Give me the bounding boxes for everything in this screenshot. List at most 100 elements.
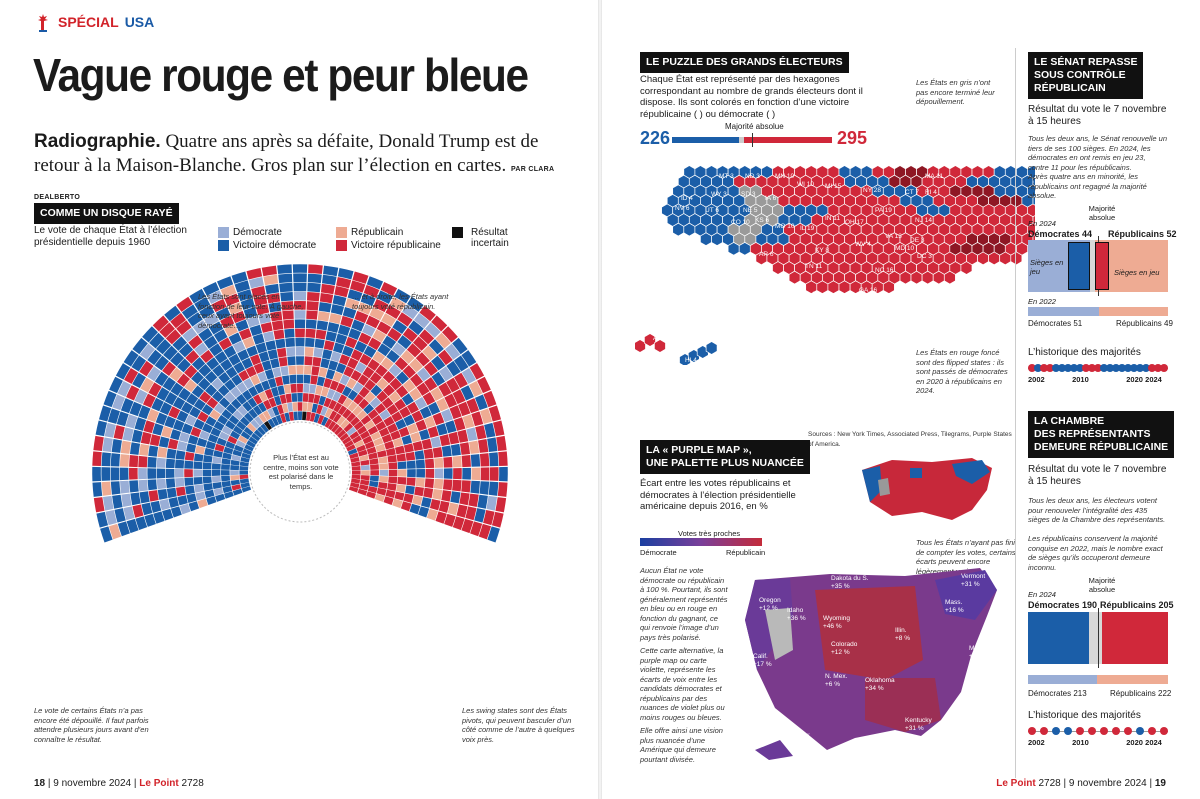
disc-cell [326,388,336,400]
history-dot [1088,727,1096,735]
disc-cell [351,319,365,332]
hex-label: UT 6 [705,207,719,214]
purple-annotation-name: Wyoming [823,615,850,622]
hex-label: KY 8 [815,247,829,254]
disc-cell [415,477,425,487]
disc-cell [102,495,114,511]
disc-cell [231,454,241,461]
purple-annotation-name: Kentucky [905,717,932,724]
disc-cell [335,382,346,394]
disc-cell [280,291,294,302]
disc-cell [465,506,477,521]
disc-cell [304,356,313,366]
disc-cell [400,501,412,512]
house-dem-2022: Démocrates 213 [1028,689,1087,698]
senate-note-2: Après quatre ans en minorité, les républ… [1028,172,1147,200]
disc-cell [284,328,295,339]
disc-cell [203,483,213,491]
disc-cell [202,462,212,470]
disc-cell [218,337,232,351]
disc-cell [200,349,214,364]
disc-cell [412,441,423,452]
senate-tag-line2: SOUS CONTRÔLE [1034,69,1126,81]
disc-cell [379,469,389,476]
disc-cell [193,469,203,477]
hex-label: MT 3 [719,173,734,180]
disc-cell [96,511,109,528]
disc-cell [364,391,376,403]
disc-cell [424,377,438,391]
disc-cell [311,366,320,376]
disc-cell [431,315,448,332]
disc-cell [368,337,382,351]
disc-cell [441,408,453,423]
disc-cell [355,361,367,374]
dem-electors-total: 226 [640,128,671,148]
puzzle-tag: LE PUZZLE DES GRANDS ÉLECTEURS [640,52,849,73]
disc-cell [387,483,397,491]
history-dot [1130,364,1138,372]
majority-label: Majorité absolue [725,122,784,131]
disc-cell [264,388,274,400]
disc-cell [217,414,229,426]
state-hex [727,241,740,256]
disc-cell [295,347,305,356]
disc-cell [431,371,446,387]
disc-cell [246,345,258,357]
disc-cell [228,332,242,345]
disc-cell [415,459,425,469]
disc-note-bottom-right: Les swing states sont des États pivots, … [462,706,575,744]
state-hex [999,251,1012,266]
disc-cell [436,397,449,412]
disc-cell [177,441,188,452]
disc-cell [244,412,254,423]
disc-cell [409,358,423,373]
bar-rep [1102,612,1168,664]
disc-cell [204,370,218,384]
disc-cell [296,383,304,393]
disc-cell [285,393,292,403]
history-dot [1142,364,1150,372]
disc-cell [367,425,379,436]
disc-cell [184,379,198,393]
disc-cell [191,385,205,398]
disc-cell [125,414,138,429]
hex-label: LA 8 [743,305,756,312]
disc-cell [218,431,230,441]
disc-cell [147,366,162,382]
disc-cell [430,387,444,401]
disc-cell [382,384,395,397]
hex-label: MA 11 [925,173,943,180]
disc-cell [245,366,257,378]
disc-cell [169,367,184,382]
disc-cell [225,420,236,430]
purple-annotation-value: +17 % [753,661,772,668]
disc-cell [426,508,438,521]
disc-cell [462,467,471,480]
disc-cell [222,452,232,460]
history-year: 2010 [1072,738,1089,747]
disc-cell [184,477,194,486]
disc-cell [379,409,391,421]
disc-cell [272,367,282,378]
disc-cell [143,420,155,434]
disc-cell [421,497,432,508]
legend-rep: Républicain Victoire républicaine [336,227,441,251]
disc-cell [175,477,185,487]
disc-cell [350,456,360,463]
disc-cell [279,282,293,293]
disc-cell [130,492,141,506]
disc-cell [241,486,252,493]
disc-cell [120,398,134,414]
disc-cell [302,393,309,403]
disc-cell [390,430,401,441]
disc-cell [343,366,355,378]
disc-cell [438,382,452,397]
disc-cell [394,288,411,304]
history-dot [1076,727,1084,735]
disc-cell [486,495,498,511]
disc-cell [202,476,212,484]
disc-cell [381,433,393,444]
disc-cell [215,307,231,321]
disc-cell [346,378,357,390]
